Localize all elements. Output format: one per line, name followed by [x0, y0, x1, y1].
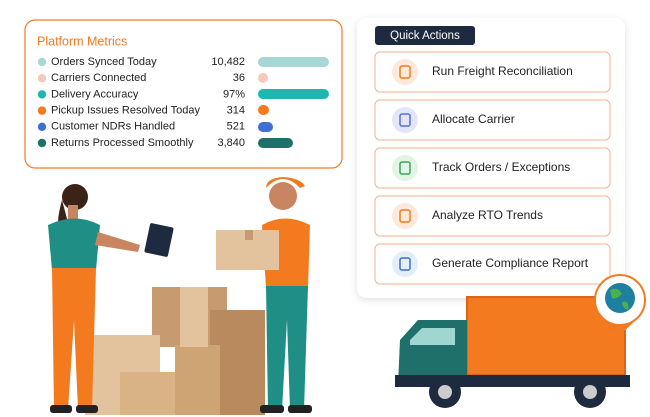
action-button[interactable]: Generate Compliance Report: [374, 243, 611, 285]
action-icon-bg: [392, 107, 418, 133]
metric-dot: [37, 74, 47, 83]
action-button-box: [374, 243, 611, 285]
action-icon: [399, 257, 411, 271]
action-icon: [399, 65, 411, 79]
woman-illustration: [48, 184, 174, 413]
quick-actions-title: Quick Actions: [390, 30, 460, 42]
action-button[interactable]: Analyze RTO Trends: [374, 195, 611, 237]
action-icon: [399, 113, 411, 127]
metric-label: Pickup Issues Resolved Today: [51, 105, 200, 117]
metric-label: Delivery Accuracy: [51, 88, 139, 100]
action-button[interactable]: Run Freight Reconciliation: [374, 51, 611, 93]
action-icon-bg: [392, 155, 418, 181]
action-label: Generate Compliance Report: [432, 256, 589, 270]
action-label: Analyze RTO Trends: [432, 208, 543, 222]
truck-illustration: [395, 296, 630, 408]
action-button-box: [374, 99, 611, 141]
action-button-box: [374, 51, 611, 93]
metric-value: 3,840: [217, 137, 245, 149]
action-label: Run Freight Reconciliation: [432, 64, 573, 78]
metric-dot: [37, 138, 47, 148]
metric-value: 36: [233, 72, 245, 84]
man-illustration: [216, 177, 312, 413]
action-icon: [399, 209, 411, 223]
metric-value: 97%: [223, 88, 245, 100]
action-label: Track Orders / Exceptions: [432, 160, 570, 174]
quick-actions-tab: [375, 26, 475, 45]
action-icon: [399, 161, 411, 175]
metric-value: 10,482: [211, 56, 245, 68]
action-button-box: [374, 195, 611, 237]
metric-dot: [37, 90, 47, 99]
action-label: Allocate Carrier: [432, 112, 515, 126]
action-button[interactable]: Allocate Carrier: [374, 99, 611, 141]
action-icon-bg: [392, 251, 418, 277]
metric-label: Carriers Connected: [51, 72, 146, 84]
action-icon-bg: [392, 203, 418, 229]
action-icon-bg: [392, 59, 418, 85]
metric-label: Orders Synced Today: [51, 56, 157, 68]
metric-bars: [258, 57, 329, 148]
globe-pin: [594, 274, 646, 335]
metric-value: 314: [227, 105, 245, 117]
metric-dot: [37, 106, 47, 115]
metric-dot: [37, 57, 47, 67]
metric-value: 521: [227, 121, 245, 133]
metric-label: Customer NDRs Handled: [51, 121, 175, 133]
action-button-box: [374, 147, 611, 189]
boxes: [85, 287, 265, 415]
metric-dot: [37, 122, 47, 131]
action-button[interactable]: Track Orders / Exceptions: [374, 147, 611, 189]
metric-label: Returns Processed Smoothly: [51, 137, 194, 149]
metrics-title: Platform Metrics: [37, 34, 127, 48]
